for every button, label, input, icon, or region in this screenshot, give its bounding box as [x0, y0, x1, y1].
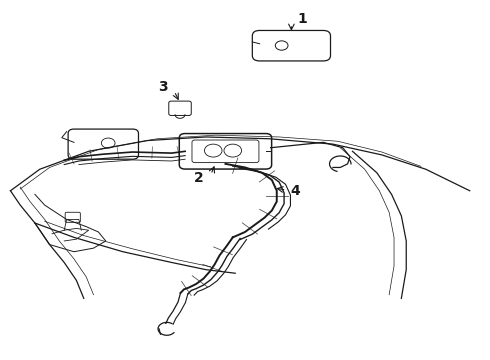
FancyBboxPatch shape: [179, 134, 271, 169]
FancyBboxPatch shape: [68, 129, 139, 159]
FancyBboxPatch shape: [65, 212, 80, 222]
FancyBboxPatch shape: [169, 101, 191, 116]
Text: 4: 4: [290, 184, 300, 198]
Text: 3: 3: [158, 80, 168, 94]
FancyBboxPatch shape: [192, 140, 259, 163]
FancyBboxPatch shape: [252, 31, 331, 61]
Text: 1: 1: [298, 12, 308, 26]
Text: 2: 2: [194, 171, 203, 185]
